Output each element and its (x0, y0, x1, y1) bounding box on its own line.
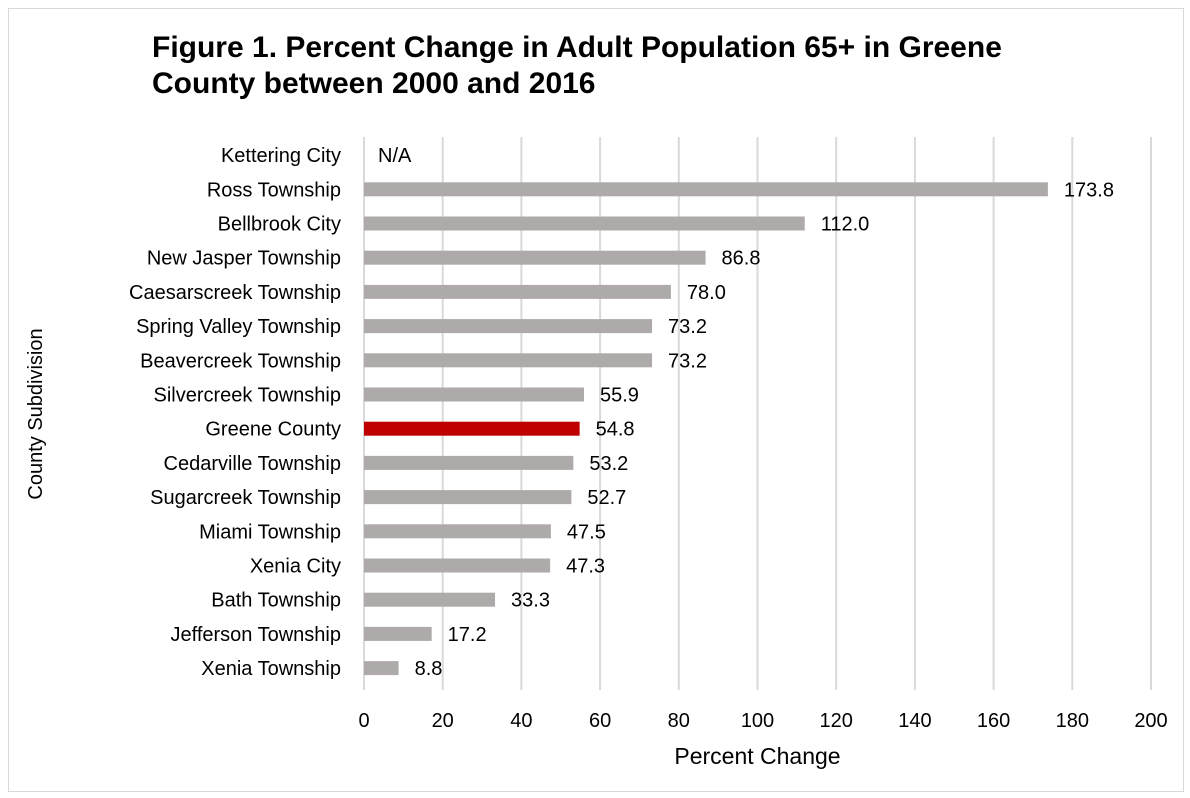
category-label: New Jasper Township (147, 248, 341, 270)
chart-title: Figure 1. Percent Change in Adult Popula… (152, 30, 1152, 102)
x-tick-label: 100 (741, 710, 774, 732)
data-label: 73.2 (668, 316, 707, 338)
data-label: 173.8 (1064, 179, 1114, 201)
data-label: 47.3 (566, 556, 605, 578)
gridlines (441, 137, 1152, 690)
bars (364, 182, 1048, 676)
x-tick-label: 20 (432, 710, 454, 732)
category-label: Bellbrook City (218, 214, 341, 236)
data-label: 55.9 (600, 385, 639, 407)
category-label: Caesarscreek Township (129, 282, 341, 304)
bar (364, 490, 572, 505)
data-label: 52.7 (587, 487, 626, 509)
bar (364, 626, 432, 641)
bar (364, 592, 496, 607)
category-label: Silvercreek Township (154, 385, 342, 407)
category-label: Kettering City (221, 145, 341, 167)
x-tick-label: 0 (358, 710, 369, 732)
bar (364, 558, 551, 573)
data-labels: N/A 173.8 112.0 86.8 78.0 73.2 73.2 55.9 54.8 53.… (378, 145, 1114, 680)
x-tick-label: 160 (977, 710, 1010, 732)
x-tick-label: 60 (589, 710, 611, 732)
chart-title-line-1: Figure 1. Percent Change in Adult Popula… (152, 31, 1002, 64)
x-tick-label: 140 (898, 710, 931, 732)
x-tick-label: 180 (1056, 710, 1089, 732)
data-label: 78.0 (687, 282, 726, 304)
category-label: Bath Township (211, 590, 341, 612)
category-label: Beavercreek Township (140, 350, 341, 372)
data-label: 17.2 (448, 624, 487, 646)
bar (364, 524, 551, 539)
bar (364, 387, 584, 402)
bar (364, 661, 399, 676)
bar (364, 284, 671, 299)
x-axis-title: Percent Change (674, 743, 840, 769)
x-tick-label: 200 (1134, 710, 1167, 732)
category-label: Miami Township (199, 521, 341, 543)
category-label: Greene County (205, 419, 341, 441)
data-label: 73.2 (668, 350, 707, 372)
x-tick-label: 120 (820, 710, 853, 732)
data-label: 54.8 (596, 419, 635, 441)
bar (364, 455, 574, 470)
category-label: Sugarcreek Township (150, 487, 341, 509)
category-label: Xenia City (250, 556, 341, 578)
bar (364, 353, 653, 368)
chart-title-line-2: County between 2000 and 2016 (152, 67, 596, 100)
x-tick-labels: 0 20 40 60 80 100 120 140 160 180 200 (358, 710, 1167, 732)
y-axis-title: County Subdivision (25, 328, 47, 499)
data-label: 112.0 (821, 214, 870, 236)
category-labels: Kettering City Ross Township Bellbrook Cit… (129, 145, 341, 680)
category-label: Spring Valley Township (136, 316, 341, 338)
bar (364, 250, 706, 265)
category-label: Jefferson Township (171, 624, 341, 646)
category-label: Xenia Township (201, 658, 341, 680)
data-label: N/A (378, 145, 412, 167)
chart-frame (8, 8, 1184, 792)
bar (364, 182, 1048, 197)
data-label: 53.2 (589, 453, 628, 475)
bar (364, 421, 580, 436)
data-label: 8.8 (415, 658, 443, 680)
category-label: Cedarville Township (164, 453, 342, 475)
bar (364, 319, 653, 334)
x-tick-label: 80 (668, 710, 690, 732)
bar (364, 216, 805, 231)
x-tick-label: 40 (510, 710, 532, 732)
category-label: Ross Township (207, 179, 341, 201)
data-label: 86.8 (722, 248, 761, 270)
data-label: 33.3 (511, 590, 550, 612)
data-label: 47.5 (567, 521, 606, 543)
